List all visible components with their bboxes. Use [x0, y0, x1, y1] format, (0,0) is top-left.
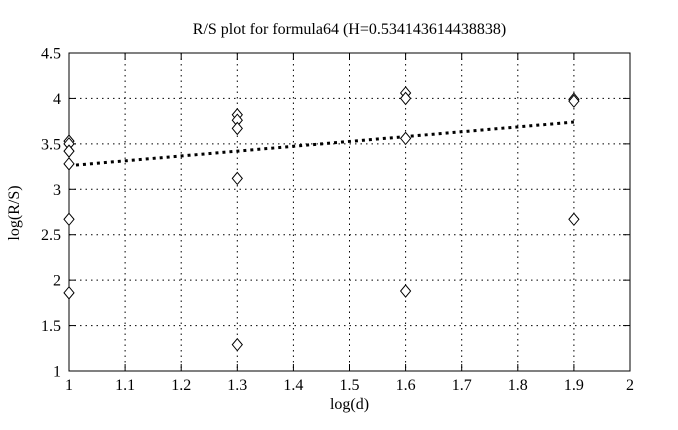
- y-tick-label: 2: [53, 273, 61, 290]
- diamond-marker: [568, 94, 580, 108]
- diamond-marker: [399, 131, 412, 146]
- y-tick-label: 2.5: [41, 227, 61, 244]
- x-tick-label: 1.5: [340, 377, 360, 394]
- diamond-marker: [231, 121, 243, 136]
- diamond-marker: [568, 212, 580, 227]
- diamond-marker: [231, 337, 243, 352]
- x-tick-label: 1.4: [283, 377, 303, 394]
- diamond-marker: [63, 212, 75, 227]
- diamond-marker: [399, 284, 412, 298]
- x-tick-labels: 1 1.1 1.2 1.3 1.4 1.5 1.6 1.7 1.8 1.9 2: [65, 377, 634, 394]
- x-tick-label: 1.7: [452, 377, 472, 394]
- diamond-marker: [399, 91, 412, 106]
- y-tick-label: 3: [53, 182, 61, 199]
- x-tick-label: 1.9: [564, 377, 584, 394]
- x-tick-label: 1.1: [115, 377, 135, 394]
- y-tick-label: 4: [53, 91, 61, 108]
- diamond-marker: [63, 144, 75, 158]
- x-tick-label: 1.2: [171, 377, 191, 394]
- tick-marks: [68, 52, 631, 372]
- y-tick-label: 1: [53, 364, 61, 381]
- x-tick-label: 1.6: [396, 377, 416, 394]
- x-axis-label: log(d): [329, 396, 370, 413]
- diamond-marker: [63, 157, 75, 171]
- x-tick-label: 1.8: [508, 377, 528, 394]
- y-tick-labels: 1 1.5 2 2.5 3 3.5 4 4.5: [41, 46, 61, 381]
- y-tick-label: 1.5: [41, 318, 61, 335]
- fit-line: [68, 120, 575, 168]
- x-tick-label: 2: [626, 377, 634, 394]
- x-tick-label: 1.3: [227, 377, 247, 394]
- diamond-marker: [63, 286, 75, 300]
- gridlines: [69, 53, 630, 371]
- x-tick-label: 1: [65, 377, 73, 394]
- y-tick-label: 3.5: [41, 136, 61, 153]
- data-points: [63, 86, 580, 352]
- diamond-marker: [231, 171, 243, 186]
- y-tick-label: 4.5: [41, 46, 61, 63]
- chart-title: R/S plot for formula64 (H=0.534143614438…: [192, 21, 507, 38]
